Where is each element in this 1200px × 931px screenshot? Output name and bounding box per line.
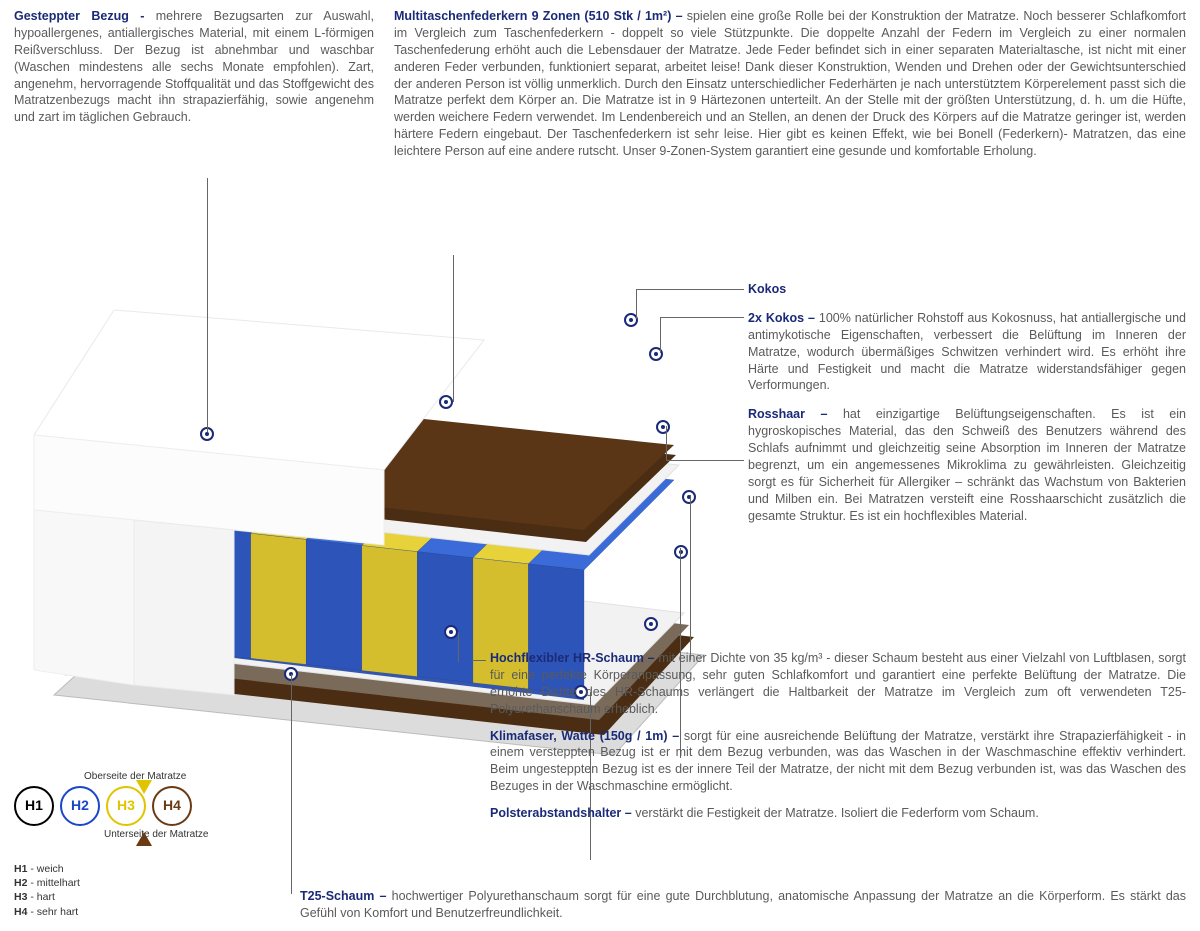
hardness-h4: H4 — [152, 786, 192, 826]
top-left-paragraph: Gesteppter Bezug - mehrere Bezugsarten z… — [14, 8, 374, 160]
leader-line — [453, 255, 454, 402]
wide-descriptions: Hochflexibler HR-Schaum – mit einer Dich… — [490, 650, 1186, 832]
hardness-legend: H1 - weich H2 - mittelhart H3 - hart H4 … — [14, 862, 80, 919]
desc-title: 2x Kokos – — [748, 311, 819, 325]
arrow-down-icon — [136, 780, 152, 794]
callout-marker — [439, 395, 453, 409]
arrow-up-icon — [136, 832, 152, 846]
leader-line — [660, 317, 661, 353]
leader-line — [291, 674, 292, 894]
legend-row: H4 - sehr hart — [14, 905, 80, 919]
desc-body: hat einzigartige Belüftungseigenschaften… — [748, 407, 1186, 522]
desc-title: Klimafaser, Watte (150g / 1m) – — [490, 729, 684, 743]
hardness-bottom-label: Unterseite der Matratze — [104, 828, 264, 842]
legend-label: - sehr hart — [27, 906, 78, 918]
springs-title: Multitaschenfederkern 9 Zonen (510 Stk /… — [394, 9, 687, 23]
leader-line — [660, 317, 744, 318]
leader-line — [636, 289, 744, 290]
desc-title: Kokos — [748, 282, 786, 296]
right-descriptions: Kokos 2x Kokos – 100% natürlicher Rohsto… — [748, 281, 1186, 536]
desc-rosshaar: Rosshaar – hat einzigartige Belüftungsei… — [748, 406, 1186, 524]
legend-code: H4 — [14, 906, 27, 918]
springs-body: spielen eine große Rolle bei der Konstru… — [394, 9, 1186, 158]
top-columns: Gesteppter Bezug - mehrere Bezugsarten z… — [14, 8, 1186, 160]
leader-line — [666, 426, 667, 460]
callout-marker — [682, 490, 696, 504]
desc-title: Rosshaar – — [748, 407, 843, 421]
legend-label: - weich — [27, 863, 63, 875]
top-right-paragraph: Multitaschenfederkern 9 Zonen (510 Stk /… — [394, 8, 1186, 160]
callout-marker — [644, 617, 658, 631]
leader-line — [636, 289, 637, 319]
hardness-diagram: Oberseite der Matratze H1 H2 H3 H4 Unter… — [14, 770, 264, 841]
leader-line — [207, 178, 208, 432]
legend-row: H1 - weich — [14, 862, 80, 876]
leader-line — [458, 632, 459, 662]
legend-code: H1 — [14, 863, 27, 875]
hardness-top-label: Oberseite der Matratze — [84, 770, 264, 784]
legend-code: H2 — [14, 877, 27, 889]
desc-2x-kokos: 2x Kokos – 100% natürlicher Rohstoff aus… — [748, 310, 1186, 394]
callout-marker — [444, 625, 458, 639]
legend-label: - hart — [27, 891, 54, 903]
desc-t25-schaum: T25-Schaum – hochwertiger Polyurethansch… — [300, 888, 1186, 922]
legend-row: H3 - hart — [14, 890, 80, 904]
desc-polsterabstandshalter: Polsterabstandshalter – verstärkt die Fe… — [490, 805, 1186, 822]
legend-code: H3 — [14, 891, 27, 903]
leader-line — [472, 660, 486, 661]
cover-title: Gesteppter Bezug - — [14, 9, 156, 23]
callout-marker — [656, 420, 670, 434]
legend-label: - mittelhart — [27, 877, 80, 889]
desc-klimafaser: Klimafaser, Watte (150g / 1m) – sorgt fü… — [490, 728, 1186, 796]
desc-kokos: Kokos — [748, 281, 1186, 298]
desc-body: hochwertiger Polyurethanschaum sorgt für… — [300, 889, 1186, 920]
desc-body: verstärkt die Festigkeit der Matratze. I… — [635, 806, 1039, 820]
desc-hr-schaum: Hochflexibler HR-Schaum – mit einer Dich… — [490, 650, 1186, 718]
page-root: Gesteppter Bezug - mehrere Bezugsarten z… — [0, 0, 1200, 931]
leader-line — [690, 495, 691, 660]
leader-line — [666, 460, 744, 461]
hardness-h1: H1 — [14, 786, 54, 826]
cover-body: mehrere Bezugsarten zur Auswahl, hypoall… — [14, 9, 374, 124]
callout-marker — [674, 545, 688, 559]
desc-title: Hochflexibler HR-Schaum – — [490, 651, 658, 665]
hardness-h2: H2 — [60, 786, 100, 826]
desc-title: T25-Schaum – — [300, 889, 392, 903]
desc-title: Polsterabstandshalter – — [490, 806, 635, 820]
legend-row: H2 - mittelhart — [14, 876, 80, 890]
